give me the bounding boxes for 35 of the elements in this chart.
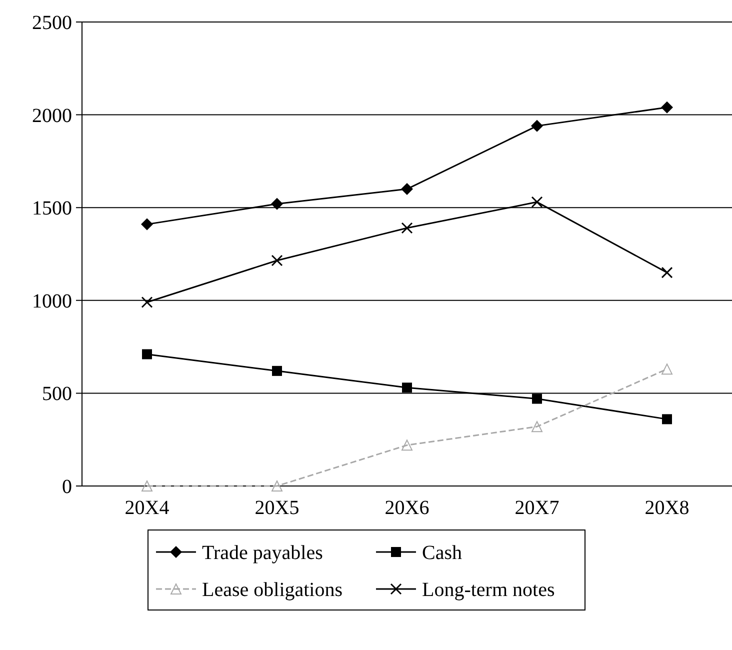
point	[661, 101, 673, 114]
point	[531, 120, 543, 132]
point	[142, 480, 152, 492]
point	[271, 198, 283, 210]
y-tick-label: 1500	[32, 198, 72, 220]
point	[401, 222, 413, 234]
legend-label: Trade payables	[202, 542, 324, 564]
point	[532, 394, 542, 404]
x-tick-label: 20X5	[254, 497, 300, 519]
y-tick-label: 1000	[32, 290, 72, 312]
point	[662, 414, 672, 424]
point	[141, 296, 153, 308]
legend-label: Long-term notes	[422, 579, 555, 601]
y-tick-label: 2000	[32, 104, 72, 127]
x-tick-label: 20X8	[644, 497, 690, 519]
legend-label: Cash	[422, 542, 462, 564]
y-tick-label: 2500	[32, 12, 72, 34]
point	[272, 480, 282, 492]
point	[402, 382, 412, 393]
legend-label: Lease obligations	[202, 579, 343, 601]
x-tick-label: 20X7	[514, 497, 560, 519]
point	[531, 196, 543, 208]
x-tick-label: 20X4	[124, 497, 170, 519]
point	[662, 364, 672, 375]
point	[532, 421, 542, 432]
point	[272, 366, 282, 376]
x-tick-label: 20X6	[384, 497, 430, 519]
y-tick-label: 500	[42, 383, 72, 406]
point	[141, 218, 153, 230]
point	[142, 349, 152, 360]
point	[402, 440, 412, 451]
point	[271, 254, 283, 266]
point	[661, 266, 673, 278]
point	[401, 183, 413, 196]
y-tick-label: 0	[62, 476, 72, 498]
